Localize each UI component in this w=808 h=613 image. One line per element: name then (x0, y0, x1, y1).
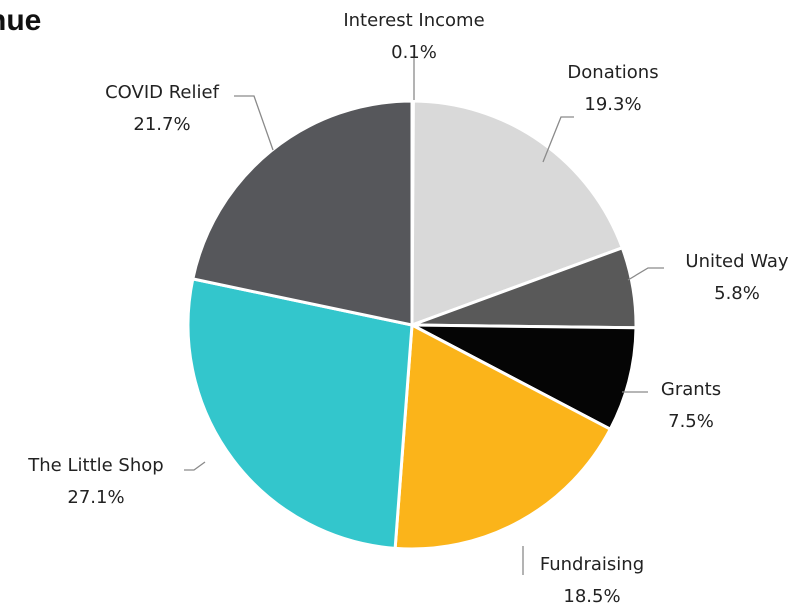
slice-the-little-shop (186, 277, 414, 550)
slice-value-united-way: 5.8% (714, 283, 760, 304)
leader-line-the-little-shop (184, 461, 206, 471)
slice-label-interest-income: Interest Income (343, 10, 484, 31)
slice-label-the-little-shop: The Little Shop (27, 455, 163, 476)
leader-line-united-way (627, 267, 664, 281)
leader-line-covid-relief (234, 95, 274, 151)
slice-donations (410, 99, 624, 327)
chart-title: nue (0, 4, 41, 37)
slice-label-fundraising: Fundraising (540, 554, 644, 575)
leader-lines (184, 52, 664, 575)
slice-value-covid-relief: 21.7% (133, 114, 190, 135)
slice-covid-relief (191, 99, 414, 327)
slice-fundraising (393, 323, 612, 551)
slice-label-covid-relief: COVID Relief (105, 82, 219, 103)
slice-value-grants: 7.5% (668, 411, 714, 432)
slice-value-fundraising: 18.5% (563, 586, 620, 607)
slice-value-interest-income: 0.1% (391, 42, 437, 63)
leader-line-donations (542, 116, 574, 163)
slice-labels: Interest Income 0.1% Donations 19.3% United … (27, 10, 789, 607)
slice-value-the-little-shop: 27.1% (67, 487, 124, 508)
slice-grants (410, 323, 638, 431)
slice-label-grants: Grants (661, 379, 721, 400)
slice-label-united-way: United Way (685, 251, 789, 272)
pie-slices (186, 99, 638, 551)
slice-label-donations: Donations (567, 62, 658, 83)
slice-value-donations: 19.3% (584, 94, 641, 115)
